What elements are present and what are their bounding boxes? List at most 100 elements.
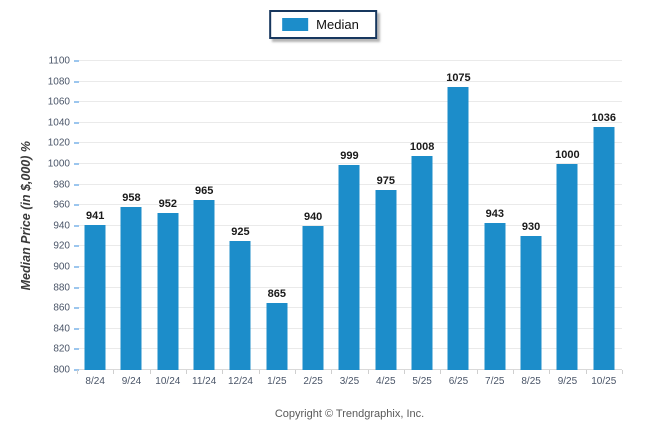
bar-slot: 975 xyxy=(368,61,404,370)
bar-value-label: 940 xyxy=(303,210,323,223)
gridline xyxy=(77,60,622,61)
bar-slot: 1000 xyxy=(549,61,585,370)
y-axis-tick xyxy=(74,101,79,104)
x-axis-tick xyxy=(186,370,187,374)
y-axis-tick xyxy=(74,348,79,351)
x-axis-tick xyxy=(476,370,478,374)
bar-value-label: 943 xyxy=(485,207,504,220)
bar-slot: 1036 xyxy=(586,61,622,370)
bar-slot: 1008 xyxy=(404,61,440,370)
bar-10/25 xyxy=(593,126,615,370)
x-tick-label: 2/25 xyxy=(303,376,323,387)
x-tick-label: 6/25 xyxy=(448,376,469,387)
bar-slot: 943 xyxy=(477,61,513,370)
x-tick-label: 5/25 xyxy=(412,376,432,387)
y-axis-tick xyxy=(74,80,79,83)
legend[interactable]: Median xyxy=(269,10,377,39)
bar-value-label: 958 xyxy=(122,192,141,205)
y-tick-label: 1040 xyxy=(47,117,70,129)
bar-4/25 xyxy=(375,189,397,370)
bar-value-label: 952 xyxy=(158,198,177,211)
y-axis-title-wrap: Median Price (in $,000) % xyxy=(12,61,40,370)
y-axis-tick xyxy=(74,224,79,227)
x-tick-label: 9/24 xyxy=(121,376,142,387)
y-axis-title: Median Price (in $,000) % xyxy=(19,140,33,291)
x-tick-label: 7/25 xyxy=(485,376,505,387)
y-axis-tick xyxy=(74,266,79,269)
bar-slot: 965 xyxy=(186,61,222,370)
y-axis-tick xyxy=(74,163,79,166)
y-tick-label: 1080 xyxy=(47,76,70,88)
x-tick-label: 4/25 xyxy=(376,376,396,387)
x-axis-tick xyxy=(77,370,78,374)
y-tick-label: 980 xyxy=(53,179,70,191)
bar-slot: 925 xyxy=(222,61,258,370)
x-axis-tick xyxy=(149,370,151,374)
bar-8/25 xyxy=(520,236,542,370)
x-axis-ticks xyxy=(77,370,623,374)
y-axis-tick xyxy=(74,121,79,124)
bar-value-label: 941 xyxy=(85,209,105,222)
x-axis-tick xyxy=(113,370,115,374)
y-tick-label: 1060 xyxy=(47,96,70,108)
bar-6/25 xyxy=(447,86,469,370)
y-tick-label: 800 xyxy=(53,364,70,376)
legend-swatch-median xyxy=(282,18,309,31)
y-tick-label: 1100 xyxy=(48,55,70,67)
y-tick-label: 840 xyxy=(53,323,70,335)
x-tick-label: 11/24 xyxy=(192,376,217,387)
x-axis-tick xyxy=(549,370,551,374)
y-tick-label: 900 xyxy=(53,261,70,273)
bar-value-label: 865 xyxy=(267,288,286,301)
y-tick-label: 1020 xyxy=(47,137,70,149)
x-tick-label: 10/24 xyxy=(155,376,181,387)
bar-11/24 xyxy=(193,200,215,370)
bar-value-label: 999 xyxy=(340,150,359,163)
plot-area: 800 820 840 860 880 900 920 940 960 980 1000 1020 10… xyxy=(48,56,623,387)
y-axis-tick xyxy=(74,142,79,145)
gridline xyxy=(77,163,622,164)
bars-layer: 941 958 952 965 925 865 940 999 975 1008 1075 943 93… xyxy=(77,61,622,370)
x-axis-labels: 8/24 9/24 10/24 11/24 12/24 1/25 2/25 3/25 4/25 5… xyxy=(77,376,622,387)
bar-value-label: 1075 xyxy=(446,71,471,84)
y-tick-label: 960 xyxy=(53,199,70,211)
x-axis-tick xyxy=(222,370,224,374)
bar-1/25 xyxy=(266,303,288,370)
x-tick-label: 12/24 xyxy=(227,376,253,387)
y-tick-label: 860 xyxy=(53,302,70,314)
bar-value-label: 1008 xyxy=(409,140,435,153)
gridline xyxy=(77,121,622,123)
x-tick-label: 10/25 xyxy=(591,376,617,387)
gridline xyxy=(77,101,622,103)
copyright-text: Copyright © Trendgraphix, Inc. xyxy=(274,408,425,420)
bar-3/25 xyxy=(338,165,360,370)
bar-12/24 xyxy=(229,241,251,370)
bar-slot: 958 xyxy=(113,61,149,370)
bar-value-label: 975 xyxy=(376,174,395,187)
bar-slot: 1075 xyxy=(440,61,476,370)
bar-slot: 940 xyxy=(295,61,331,370)
bar-value-label: 1000 xyxy=(555,149,580,162)
x-tick-label: 8/25 xyxy=(521,376,541,387)
gridline xyxy=(77,80,622,82)
y-tick-label: 920 xyxy=(53,240,70,252)
y-axis-tick xyxy=(74,245,79,248)
bar-slot: 941 xyxy=(77,61,113,370)
bar-2/25 xyxy=(302,225,324,370)
y-axis-tick xyxy=(74,286,79,289)
y-tick-label: 1000 xyxy=(47,158,70,170)
x-tick-label: 3/25 xyxy=(339,376,360,387)
y-axis-tick xyxy=(74,327,79,330)
x-axis-tick xyxy=(622,370,623,374)
bar-value-label: 1036 xyxy=(591,111,616,124)
x-tick-label: 1/25 xyxy=(267,376,287,387)
bar-value-label: 925 xyxy=(231,226,250,239)
bar-value-label: 965 xyxy=(194,185,214,198)
x-axis-tick xyxy=(513,370,514,374)
y-tick-label: 880 xyxy=(53,282,70,294)
bar-slot: 930 xyxy=(513,61,549,370)
bar-10/24 xyxy=(157,213,179,370)
y-axis-tick xyxy=(74,60,79,62)
y-axis-tick xyxy=(74,307,79,310)
